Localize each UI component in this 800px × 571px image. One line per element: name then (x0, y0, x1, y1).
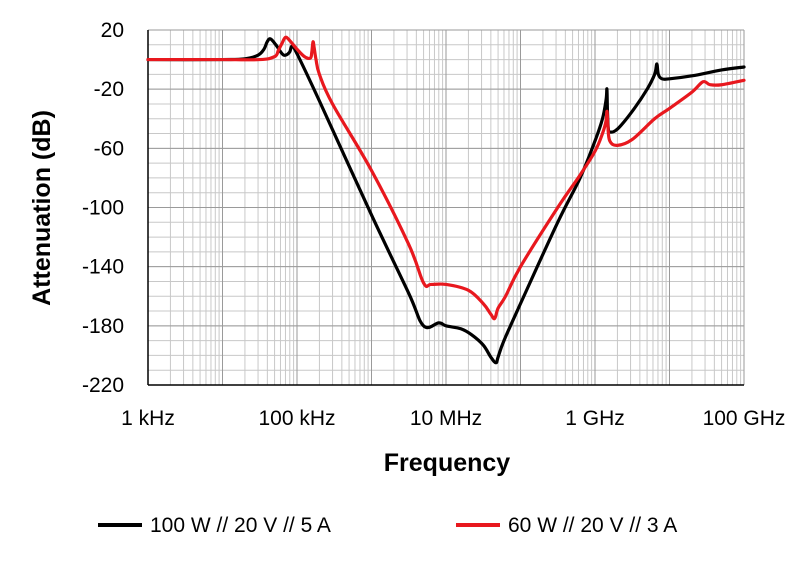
y-tick-label: -60 (94, 137, 124, 160)
x-tick-label: 1 GHz (565, 407, 625, 430)
x-tick-label: 100 GHz (703, 407, 786, 430)
x-tick-label: 100 kHz (258, 407, 335, 430)
y-tick-label: 20 (101, 19, 124, 42)
series-line-2 (146, 35, 746, 321)
x-tick-label: 10 MHz (410, 407, 482, 430)
y-tick-label: -20 (94, 78, 124, 101)
x-tick-label: 1 kHz (121, 407, 175, 430)
legend-label-series-1: 100 W // 20 V // 5 A (150, 514, 331, 537)
major-grid (147, 29, 745, 386)
y-tick-label: -180 (82, 315, 124, 338)
y-tick-labels: 20 -20 -60 -100 -140 -180 -220 (82, 19, 124, 397)
x-axis-title: Frequency (384, 449, 511, 477)
series-line-1 (146, 37, 746, 365)
y-axis-title: Attenuation (dB) (28, 110, 56, 306)
y-tick-label: -100 (82, 197, 124, 220)
legend: 100 W // 20 V // 5 A 60 W // 20 V // 3 A (98, 514, 677, 537)
y-tick-label: -140 (82, 256, 124, 279)
x-tick-labels: 1 kHz 100 kHz 10 MHz 1 GHz 100 GHz (121, 407, 785, 430)
axes (147, 30, 744, 386)
series-layer (146, 35, 746, 365)
y-tick-label: -220 (82, 374, 124, 397)
legend-label-series-2: 60 W // 20 V // 3 A (508, 514, 677, 537)
